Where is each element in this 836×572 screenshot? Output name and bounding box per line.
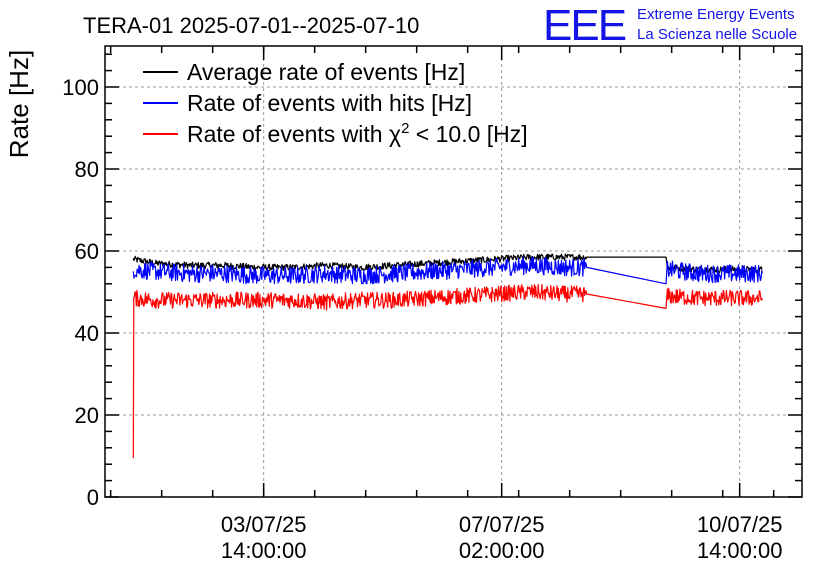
y-axis-title: Rate [Hz]	[4, 50, 34, 158]
axes: 02040608010003/07/2514:00:0007/07/2502:0…	[62, 46, 802, 563]
logo-mark: EEE	[543, 1, 626, 50]
legend-label-chi2: Rate of events with χ2 < 10.0 [Hz]	[187, 120, 528, 147]
y-tick-label: 80	[75, 157, 99, 182]
x-tick-label-time: 14:00:00	[697, 538, 783, 563]
y-tick-label: 0	[87, 485, 99, 510]
x-tick-label-time: 14:00:00	[221, 538, 307, 563]
plot-frame	[104, 45, 803, 498]
legend: Average rate of events [Hz] Rate of even…	[143, 59, 528, 147]
y-tick-label: 20	[75, 403, 99, 428]
legend-label-hits: Rate of events with hits [Hz]	[187, 90, 472, 116]
x-tick-label-date: 03/07/25	[221, 512, 307, 537]
x-tick-label-time: 02:00:00	[459, 538, 545, 563]
eee-logo: EEE Extreme Energy Events La Scienza nel…	[543, 1, 797, 50]
y-tick-label: 40	[75, 321, 99, 346]
x-tick-label-date: 07/07/25	[459, 512, 545, 537]
x-tick-label-date: 10/07/25	[697, 512, 783, 537]
series-line-2	[132, 284, 763, 459]
logo-line-2: La Scienza nelle Scuole	[637, 26, 797, 43]
legend-label-average: Average rate of events [Hz]	[187, 59, 465, 85]
y-tick-label: 100	[62, 75, 99, 100]
y-tick-label: 60	[75, 239, 99, 264]
data-series	[132, 253, 763, 459]
logo-line-1: Extreme Energy Events	[637, 6, 795, 23]
series-line-1	[132, 256, 763, 285]
grid-lines	[105, 46, 802, 497]
chart-title: TERA-01 2025-07-01--2025-07-10	[83, 13, 419, 38]
